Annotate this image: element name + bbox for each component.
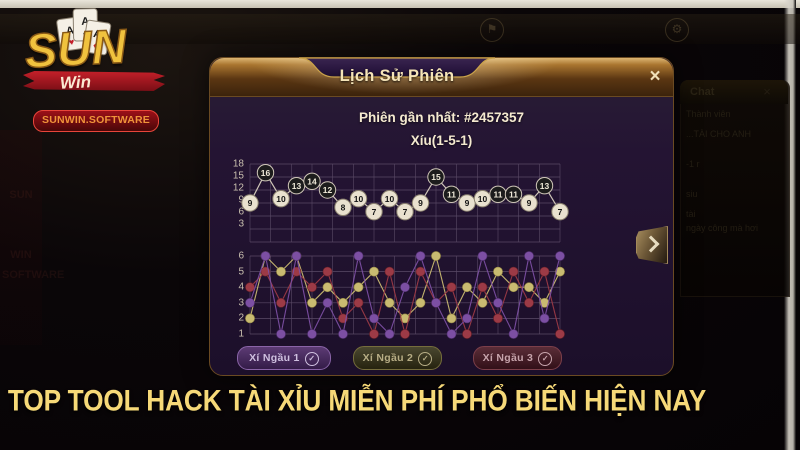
svg-text:12: 12 [323, 185, 333, 195]
svg-text:9: 9 [418, 198, 423, 208]
svg-text:7: 7 [558, 207, 563, 217]
svg-text:7: 7 [372, 207, 377, 217]
svg-text:13: 13 [540, 181, 550, 191]
svg-text:16: 16 [261, 168, 271, 178]
svg-text:9: 9 [527, 198, 532, 208]
svg-text:11: 11 [509, 190, 518, 200]
svg-text:7: 7 [403, 207, 408, 217]
svg-text:8: 8 [341, 203, 346, 213]
svg-text:9: 9 [465, 198, 470, 208]
svg-text:11: 11 [494, 190, 503, 200]
svg-text:10: 10 [478, 194, 488, 204]
svg-text:13: 13 [292, 181, 302, 191]
svg-text:15: 15 [431, 172, 441, 182]
svg-text:9: 9 [248, 198, 253, 208]
svg-text:14: 14 [307, 177, 317, 187]
svg-text:10: 10 [385, 194, 395, 204]
svg-text:10: 10 [276, 194, 286, 204]
svg-text:10: 10 [354, 194, 364, 204]
svg-text:11: 11 [447, 190, 456, 200]
